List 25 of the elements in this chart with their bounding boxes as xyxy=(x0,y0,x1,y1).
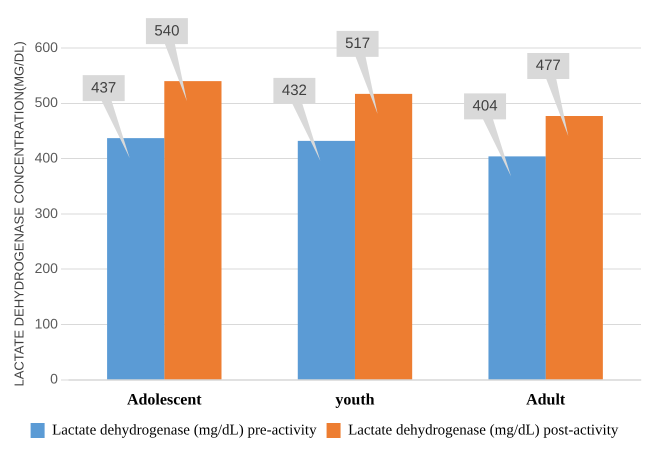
y-tick-label: 200 xyxy=(34,260,58,276)
data-label: 437 xyxy=(91,79,116,96)
bar xyxy=(546,116,603,380)
data-label: 432 xyxy=(282,82,307,100)
bar xyxy=(164,81,222,380)
data-label: 540 xyxy=(154,22,180,40)
legend-label: Lactate dehydrogenase (mg/dL) post-activity xyxy=(348,422,619,438)
bar xyxy=(354,94,412,380)
data-label: 517 xyxy=(345,35,370,52)
bar xyxy=(488,156,546,380)
y-axis-title: LACTATE DEHYDROGENASE CONCENTRATION(MG/DL) xyxy=(11,41,26,387)
x-tick-label: Adult xyxy=(526,392,566,409)
x-tick-label: youth xyxy=(335,392,375,409)
y-tick-label: 0 xyxy=(50,370,58,387)
data-label: 404 xyxy=(472,98,498,115)
data-label: 477 xyxy=(536,57,561,74)
legend-label: Lactate dehydrogenase (mg/dL) pre-activity xyxy=(52,422,318,438)
x-tick-label: Adolescent xyxy=(126,392,202,409)
y-tick-label: 600 xyxy=(34,38,58,55)
y-tick-label: 500 xyxy=(34,94,58,110)
bar xyxy=(298,140,355,380)
bar xyxy=(107,138,164,380)
y-tick-label: 400 xyxy=(34,149,58,166)
y-tick-label: 300 xyxy=(34,204,58,221)
y-tick-label: 100 xyxy=(34,315,58,332)
